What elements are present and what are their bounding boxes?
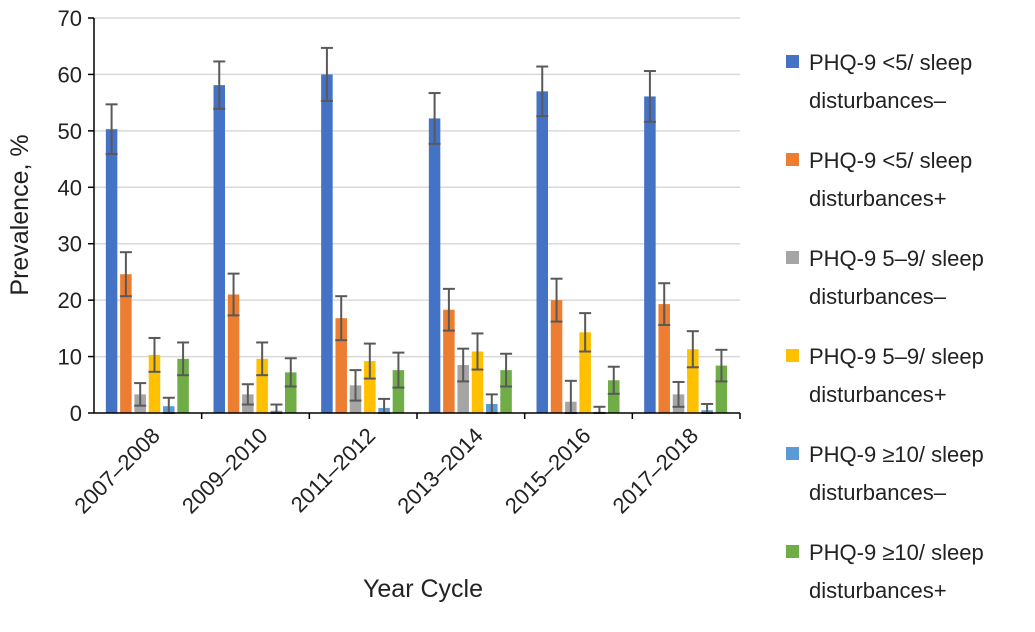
error-bar — [471, 332, 484, 371]
legend-swatch — [786, 447, 799, 460]
y-tick-labels: 0 10 20 30 40 50 60 70 — [58, 6, 94, 426]
legend-swatch — [786, 545, 799, 558]
error-bar — [335, 295, 348, 342]
bar — [658, 304, 670, 413]
bar — [227, 294, 240, 413]
error-bar — [227, 272, 240, 317]
error-bar — [428, 92, 441, 145]
error-bar — [607, 365, 620, 395]
legend-item: PHQ-9 ≥10/ sleep disturbances+ — [786, 534, 1035, 632]
y-tick-label: 50 — [58, 119, 82, 144]
legend-label: PHQ-9 <5/ sleep disturbances– — [809, 50, 973, 113]
bar — [392, 370, 405, 413]
x-tick-label: 2013–2014 — [392, 423, 488, 519]
error-bar — [392, 351, 405, 389]
y-tick-label: 40 — [58, 175, 82, 200]
bar — [457, 365, 469, 413]
legend-item: PHQ-9 5–9/ sleep disturbances+ — [786, 338, 1035, 436]
bar — [579, 332, 591, 413]
bar — [256, 358, 268, 413]
bar — [335, 318, 347, 413]
error-bar — [500, 352, 513, 388]
bar — [443, 309, 455, 413]
x-axis-title: Year Cycle — [363, 575, 483, 603]
bar — [105, 129, 118, 413]
error-bar — [256, 341, 269, 377]
legend-item: PHQ-9 5–9/ sleep disturbances– — [786, 240, 1035, 338]
error-bar — [593, 405, 606, 414]
bar — [321, 74, 333, 413]
error-bar — [550, 277, 563, 323]
legend-label: PHQ-9 ≥10/ sleep disturbances+ — [809, 540, 984, 603]
bar — [608, 380, 620, 413]
error-bar — [672, 380, 685, 408]
bar — [213, 85, 225, 414]
error-bar — [442, 287, 455, 332]
x-tick-label: 2017–2018 — [608, 423, 704, 519]
x-tick-label: 2011–2012 — [286, 423, 380, 517]
gridlines — [94, 17, 740, 358]
y-tick-label: 70 — [58, 6, 82, 31]
bar — [644, 96, 656, 413]
error-bar — [363, 342, 376, 380]
y-axis-title: Prevalence, % — [6, 134, 34, 295]
error-bar — [320, 46, 333, 102]
legend-swatch — [786, 349, 799, 362]
bar — [285, 372, 297, 413]
error-bar — [241, 383, 254, 406]
bar — [687, 349, 699, 413]
error-bar — [643, 70, 656, 123]
error-bar — [177, 341, 190, 377]
error-bar — [105, 103, 118, 155]
legend-item: PHQ-9 ≥10/ sleep disturbances– — [786, 436, 1035, 534]
bar — [364, 361, 376, 413]
error-bar — [536, 65, 549, 118]
bar-chart: 0 10 20 30 40 50 60 70 2007–2008 2009–2010 2011–2… — [6, 6, 741, 603]
legend-label: PHQ-9 5–9/ sleep disturbances+ — [809, 344, 984, 407]
legend-item: PHQ-9 <5/ sleep disturbances– — [786, 44, 1035, 142]
legend-label: PHQ-9 5–9/ sleep disturbances– — [809, 246, 984, 309]
y-tick-label: 0 — [70, 401, 82, 426]
legend-label: PHQ-9 <5/ sleep disturbances+ — [809, 148, 973, 211]
legend: PHQ-9 <5/ sleep disturbances– PHQ-9 <5/ sl… — [786, 44, 1035, 632]
bar — [536, 91, 548, 413]
bar — [148, 354, 161, 413]
error-bar — [457, 347, 470, 383]
error-bar — [579, 312, 592, 353]
error-bar — [686, 330, 699, 369]
error-bar — [715, 348, 728, 383]
error-bar — [148, 336, 161, 373]
y-tick-label: 20 — [58, 288, 82, 313]
bar — [177, 358, 189, 413]
legend-label: PHQ-9 ≥10/ sleep disturbances– — [809, 442, 984, 505]
error-bar — [349, 369, 362, 402]
y-tick-label: 30 — [58, 232, 82, 257]
legend-item: PHQ-9 <5/ sleep disturbances+ — [786, 142, 1035, 240]
error-bars — [105, 46, 728, 414]
error-bar — [119, 251, 132, 298]
x-tick-labels: 2007–2008 2009–2010 2011–2012 2013–2014 2015… — [69, 413, 741, 519]
bar — [500, 370, 512, 413]
error-bar — [658, 282, 671, 326]
error-bar — [213, 60, 226, 110]
error-bar — [284, 357, 297, 388]
bar — [715, 365, 728, 413]
bar — [471, 351, 484, 413]
bar — [120, 274, 132, 413]
x-tick-label: 2009–2010 — [177, 423, 273, 519]
error-bar — [134, 382, 147, 407]
y-tick-label: 60 — [58, 62, 82, 87]
bar — [550, 300, 563, 413]
y-tick-label: 10 — [58, 345, 82, 370]
x-tick-label: 2015–2016 — [500, 423, 596, 519]
legend-swatch — [786, 55, 799, 68]
bar — [428, 118, 441, 413]
legend-swatch — [786, 153, 799, 166]
legend-swatch — [786, 251, 799, 264]
x-tick-label: 2007–2008 — [69, 423, 165, 519]
